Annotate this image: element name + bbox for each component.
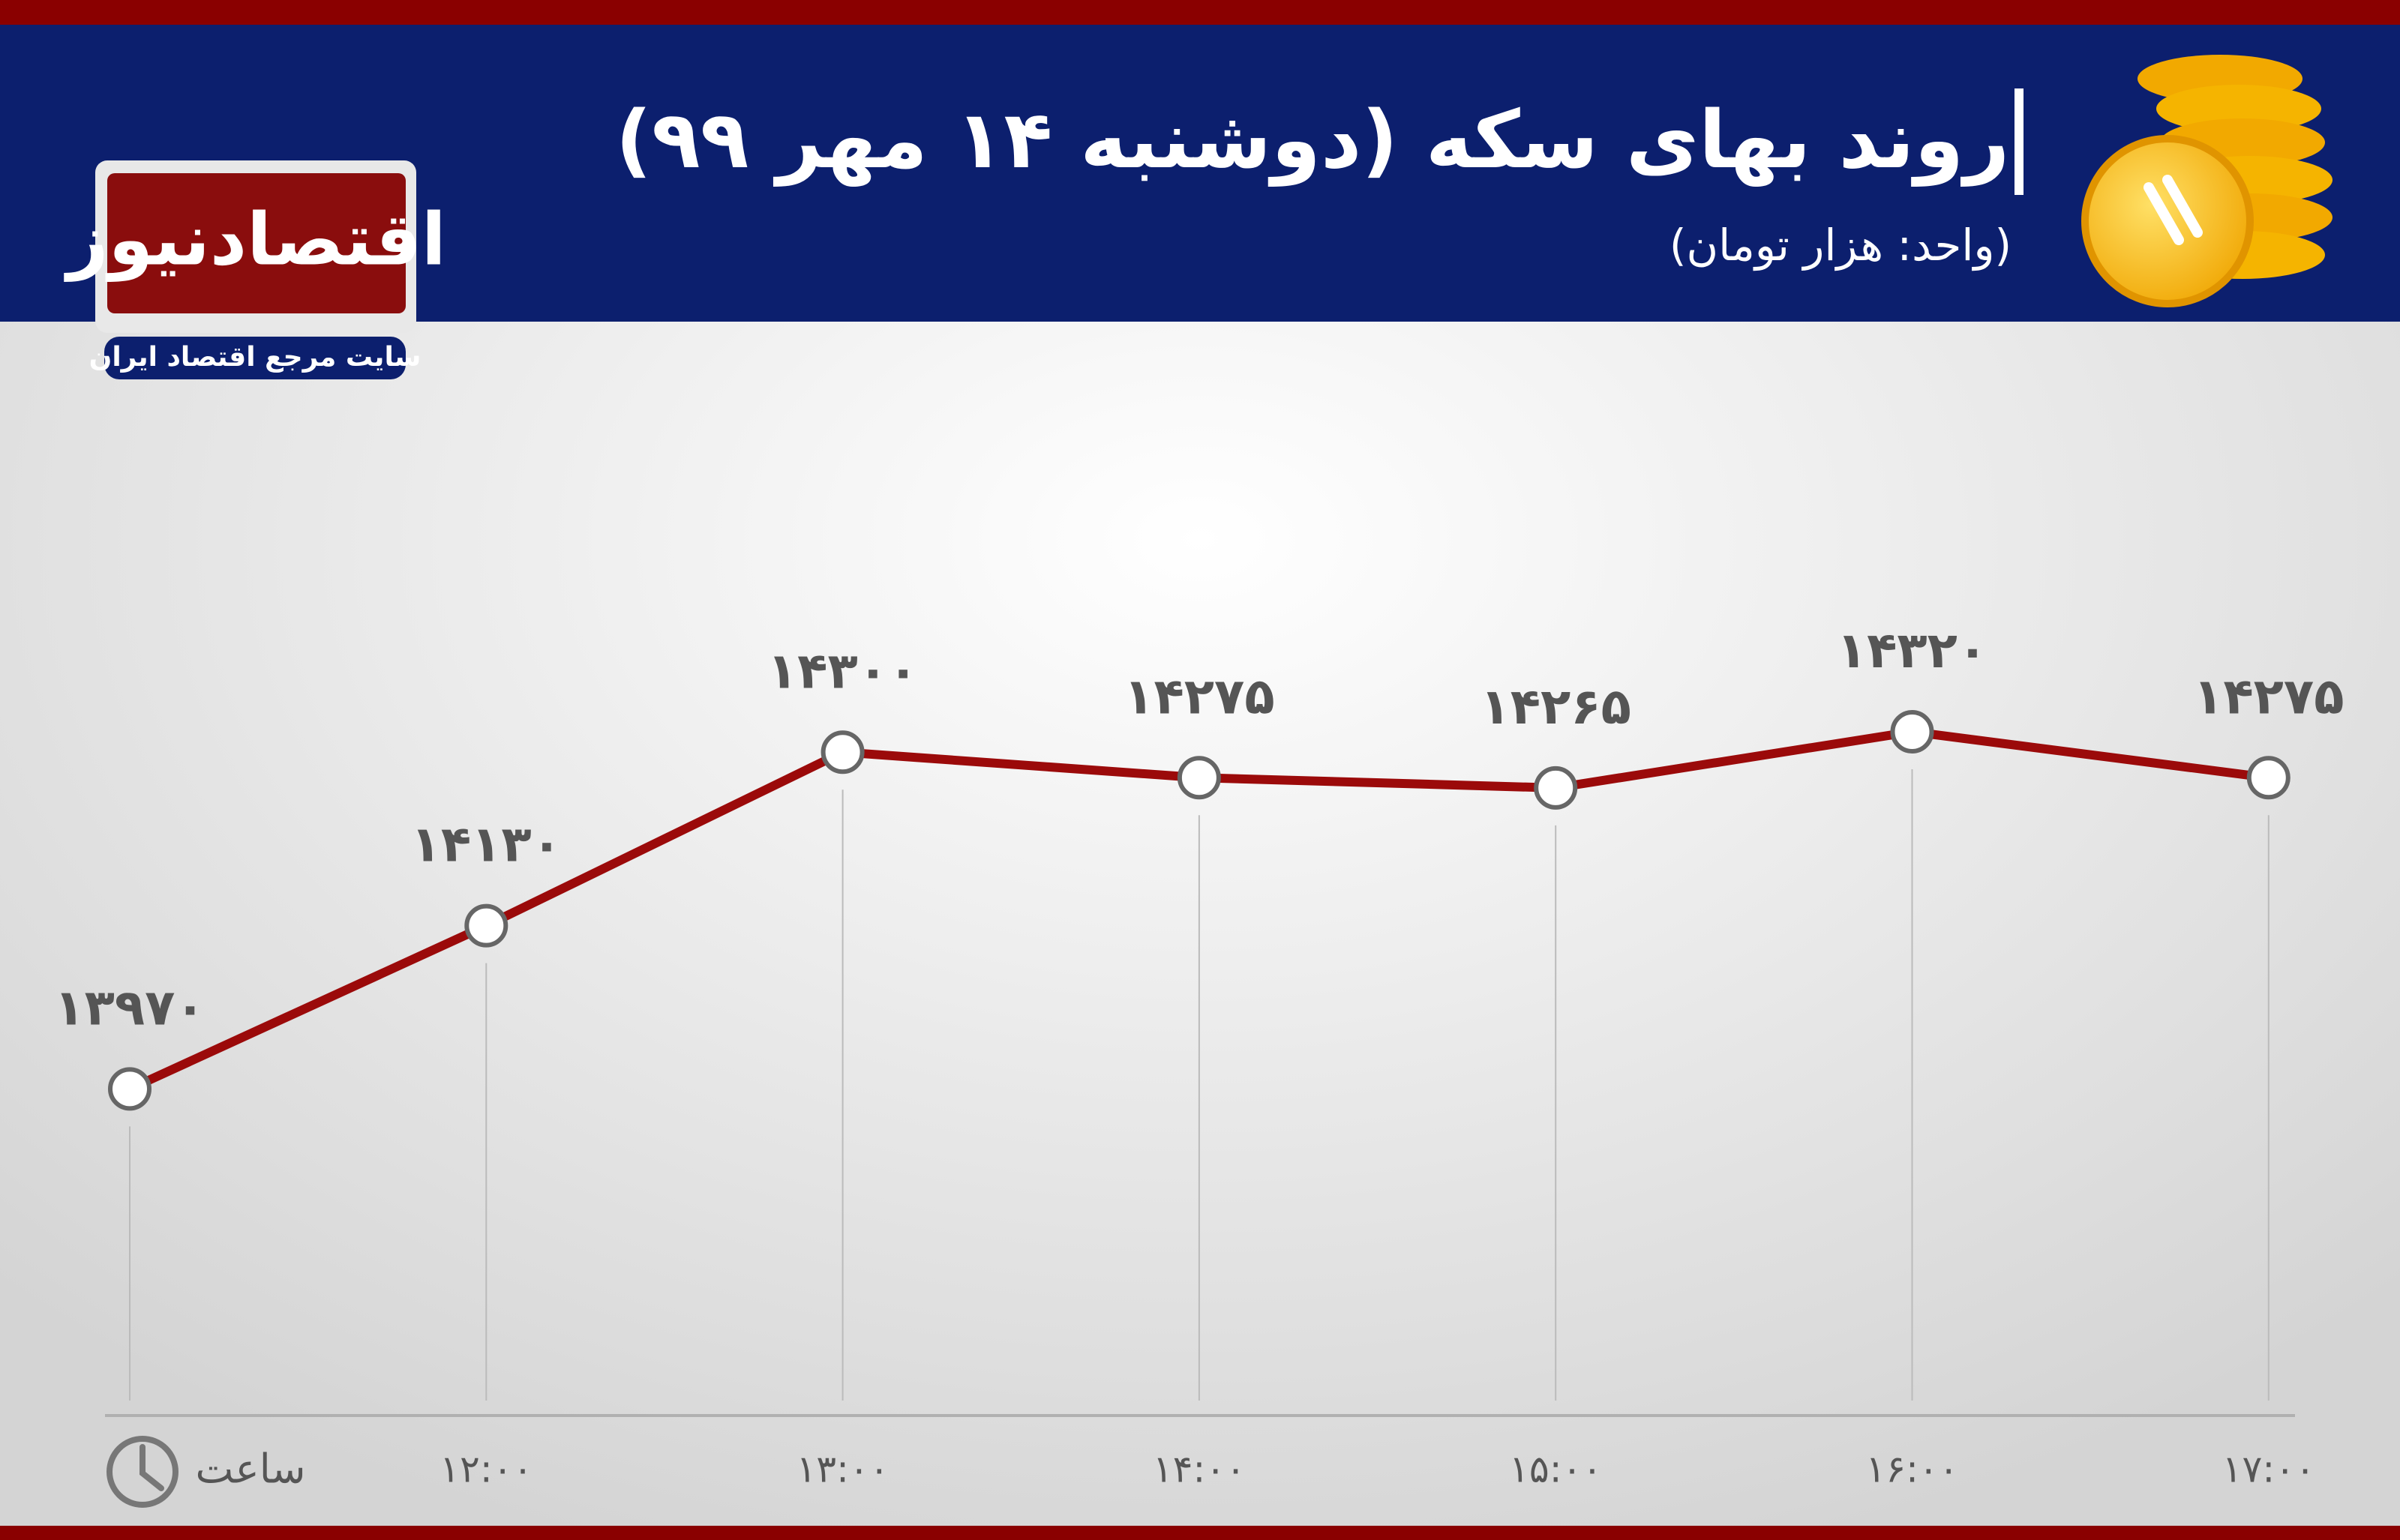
clock-icon bbox=[106, 1436, 178, 1508]
point bbox=[108, 1067, 152, 1111]
title-bar bbox=[2014, 88, 2024, 195]
x-tick-label: ۱۳:۰۰ bbox=[796, 1448, 889, 1491]
x-tick-label: ۱۵:۰۰ bbox=[1509, 1448, 1602, 1491]
logo-name: اقتصادنیوز bbox=[64, 197, 446, 282]
value-label: ۱۳۹۷۰ bbox=[54, 978, 205, 1036]
point bbox=[1890, 710, 1934, 754]
x-tick-label: ۱۴:۰۰ bbox=[1153, 1448, 1246, 1491]
coins-icon bbox=[2081, 55, 2332, 307]
x-tick-label: ۱۲:۰۰ bbox=[440, 1448, 532, 1491]
value-label: ۱۴۲۷۵ bbox=[1124, 667, 1274, 725]
logo: اقتصادنیوز سایت مرجع اقتصاد ایران bbox=[64, 160, 446, 379]
value-label: ۱۴۳۲۰ bbox=[1837, 622, 1988, 679]
value-label: ۱۴۳۰۰ bbox=[767, 642, 918, 700]
value-label: ۱۴۲۶۵ bbox=[1480, 678, 1630, 736]
x-tick-label: ۱۷:۰۰ bbox=[2222, 1448, 2315, 1491]
value-label: ۱۴۱۳۰ bbox=[411, 816, 562, 873]
point bbox=[2246, 756, 2290, 800]
top-strip bbox=[0, 0, 2400, 25]
point bbox=[820, 730, 865, 774]
point bbox=[464, 903, 508, 948]
chart-subtitle: (واحد: هزار تومان) bbox=[1670, 220, 2012, 271]
point bbox=[1177, 756, 1221, 800]
point bbox=[1534, 766, 1578, 810]
bottom-strip bbox=[0, 1526, 2400, 1540]
x-tick-label: ۱۶:۰۰ bbox=[1865, 1448, 1958, 1491]
value-label: ۱۴۲۷۵ bbox=[2193, 667, 2344, 725]
logo-tagline: سایت مرجع اقتصاد ایران bbox=[89, 342, 422, 373]
x-axis-label: ساعت bbox=[196, 1446, 306, 1493]
chart-title: روند بهای سکه (دوشنبه ۱۴ مهر ۹۹) bbox=[616, 94, 2010, 187]
